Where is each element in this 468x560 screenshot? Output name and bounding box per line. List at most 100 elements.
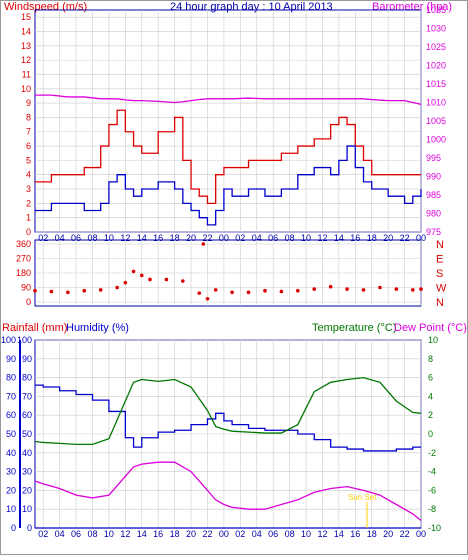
barometer-line [35, 94, 422, 105]
x-tick-label: 04 [252, 233, 262, 243]
winddir-point [115, 285, 119, 290]
x-tick-label: 12 [120, 233, 130, 243]
rainfall-tick: 80 [6, 373, 16, 383]
barometer-tick: 1030 [426, 24, 446, 34]
winddir-point [148, 277, 152, 282]
windspeed-tick: 5 [26, 155, 31, 165]
rainfall-tick: 50 [6, 429, 16, 439]
x-tick-label: 06 [268, 529, 278, 539]
x-tick-label: 20 [383, 233, 393, 243]
temperature-tick: -6 [428, 485, 436, 495]
winddir-tick: 0 [26, 297, 31, 307]
x-tick-label: 20 [186, 529, 196, 539]
x-tick-label: 02 [38, 233, 48, 243]
humidity-tick: 60 [22, 410, 32, 420]
compass-label: N [436, 239, 444, 251]
winddir-panel-x-labels: 02 04 06 08 10 12 14 16 18 20 22 00 02 04 06 08 10 12 14 16… [38, 529, 426, 539]
temperature-axis-title: Temperature (°C) [312, 322, 396, 334]
winddir-point [82, 288, 87, 293]
winddir-point [230, 290, 234, 295]
rainfall-tick: 40 [6, 448, 16, 458]
winddir-point [33, 288, 37, 293]
winddir-point [181, 279, 185, 283]
windspeed-tick: 10 [21, 84, 31, 94]
windspeed-tick: 4 [26, 170, 31, 180]
dewpoint-line [34, 461, 422, 521]
winddir-point [263, 288, 267, 293]
x-tick-label: 04 [252, 529, 262, 539]
winddir-panel-grid [35, 240, 422, 306]
gust-line [35, 145, 422, 226]
x-tick-label: 22 [400, 529, 410, 539]
x-tick-label: 06 [268, 233, 278, 243]
windspeed-tick: 11 [22, 69, 31, 79]
dewpoint-axis-title: Dew Point (°C) [394, 322, 467, 334]
barometer-tick: 980 [426, 209, 441, 219]
winddir-point [164, 277, 169, 282]
humidity-tick: 20 [22, 485, 32, 495]
rainfall-tick: 10 [6, 504, 16, 514]
rainfall-tick-labels: 0 10 20 30 40 50 60 70 80 90 100 [1, 335, 16, 533]
windspeed-tick: 13 [21, 41, 31, 51]
compass-label: S [436, 268, 443, 280]
top-panel-x-labels: 02 04 06 08 10 12 14 16 18 20 22 00 02 04 06 08 10 12 14 16… [38, 233, 426, 243]
x-tick-label: 06 [71, 529, 81, 539]
x-tick-label: 20 [186, 233, 196, 243]
rainfall-tick: 30 [6, 467, 16, 477]
x-tick-label: 00 [219, 233, 229, 243]
winddir-point [213, 288, 218, 292]
temperature-tick: -2 [428, 448, 436, 458]
winddir-point [328, 284, 333, 289]
winddir-series [33, 242, 423, 301]
x-tick-label: 10 [104, 529, 114, 539]
windspeed-tick: 3 [26, 184, 31, 194]
winddir-point [312, 287, 317, 291]
barometer-tick: 995 [426, 153, 441, 163]
compass-label: E [436, 254, 443, 266]
windspeed-tick: 12 [21, 55, 31, 65]
top-panel-series [35, 94, 422, 226]
windspeed-tick: 9 [26, 98, 31, 108]
temperature-tick: 0 [428, 429, 433, 439]
humidity-tick: 50 [22, 429, 32, 439]
winddir-point [279, 289, 284, 294]
humidity-tick: 70 [22, 391, 32, 401]
winddir-point [345, 287, 349, 291]
winddir-point [296, 288, 300, 293]
x-tick-label: 04 [55, 529, 65, 539]
windspeed-tick: 1 [26, 213, 31, 223]
windspeed-tick: 15 [21, 12, 31, 22]
barometer-tick: 1015 [426, 79, 446, 89]
temperature-line [34, 376, 422, 445]
winddir-point [394, 287, 399, 291]
windspeed-tick: 8 [26, 112, 31, 122]
windspeed-tick: 6 [26, 141, 31, 151]
humidity-tick: 0 [27, 523, 32, 533]
temperature-tick: 8 [428, 354, 433, 364]
temperature-tick: -4 [428, 467, 436, 477]
x-tick-label: 22 [202, 529, 212, 539]
winddir-point [205, 296, 210, 301]
x-tick-label: 06 [71, 233, 81, 243]
temperature-tick: 6 [428, 373, 433, 383]
x-tick-label: 14 [137, 529, 147, 539]
x-tick-label: 16 [350, 529, 360, 539]
x-tick-label: 14 [137, 233, 147, 243]
barometer-tick: 1005 [426, 116, 446, 126]
x-tick-label: 12 [317, 233, 327, 243]
rainfall-axis-title: Rainfall (mm) [2, 322, 67, 334]
windspeed-tick: 2 [26, 198, 31, 208]
x-tick-label: 04 [55, 233, 65, 243]
x-tick-label: 14 [334, 529, 344, 539]
x-tick-label: 14 [334, 233, 344, 243]
x-tick-label: 12 [120, 529, 130, 539]
x-tick-label: 08 [87, 529, 97, 539]
winddir-point [49, 289, 54, 294]
x-tick-label: 10 [301, 233, 311, 243]
winddir-point [197, 291, 202, 295]
winddir-point [201, 242, 206, 246]
